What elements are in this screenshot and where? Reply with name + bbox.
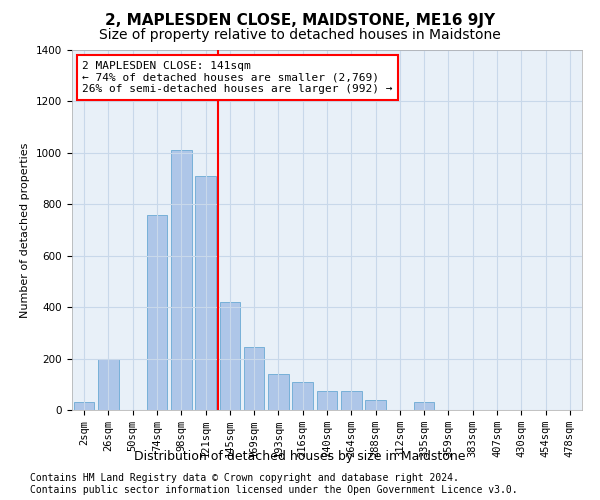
Bar (365, 400, 386, 410)
Bar (220, 302, 240, 410)
Bar (317, 390, 337, 410)
Bar (341, 390, 362, 410)
Bar (414, 402, 434, 410)
Y-axis label: Number of detached properties: Number of detached properties (20, 142, 31, 318)
Text: Distribution of detached houses by size in Maidstone: Distribution of detached houses by size … (134, 450, 466, 463)
Bar (195, 176, 216, 410)
Bar (171, 150, 191, 410)
Bar (244, 347, 265, 410)
Text: Size of property relative to detached houses in Maidstone: Size of property relative to detached ho… (99, 28, 501, 42)
Bar (74, 402, 94, 410)
Bar (98, 358, 119, 410)
Bar (292, 382, 313, 410)
Text: 2, MAPLESDEN CLOSE, MAIDSTONE, ME16 9JY: 2, MAPLESDEN CLOSE, MAIDSTONE, ME16 9JY (105, 12, 495, 28)
Bar (268, 374, 289, 410)
Text: 2 MAPLESDEN CLOSE: 141sqm
← 74% of detached houses are smaller (2,769)
26% of se: 2 MAPLESDEN CLOSE: 141sqm ← 74% of detac… (82, 61, 392, 94)
Text: Contains HM Land Registry data © Crown copyright and database right 2024.
Contai: Contains HM Land Registry data © Crown c… (30, 474, 518, 495)
Bar (146, 214, 167, 410)
